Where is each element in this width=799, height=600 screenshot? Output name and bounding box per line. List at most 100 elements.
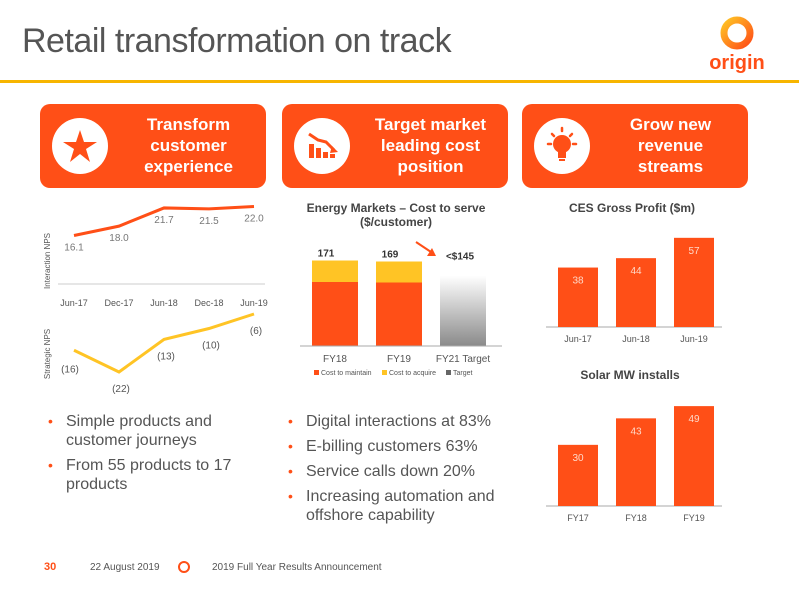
- bullet-item: • Simple products and customer journeys: [48, 413, 212, 449]
- nps-x-tick: Dec-17: [104, 298, 133, 308]
- nps-x-tick: Jun-18: [150, 298, 178, 308]
- solar-x-tick: FY19: [683, 513, 705, 523]
- solar-x-tick: FY17: [567, 513, 589, 523]
- interaction-nps-line: [73, 204, 255, 237]
- cost-chart-title-line-1: Energy Markets – Cost to serve: [306, 201, 486, 215]
- ces-bar: [616, 258, 656, 327]
- tile-2-line-2: leading cost: [380, 136, 481, 155]
- interaction-nps-label: 22.0: [244, 213, 264, 224]
- bullet-item: • E-billing customers 63%: [288, 438, 478, 455]
- page-title: Retail transformation on track: [22, 22, 452, 60]
- cost-legend-label: Cost to maintain: [321, 370, 372, 377]
- cost-arrow-line: [415, 241, 432, 253]
- ces-value-label: 38: [572, 276, 584, 287]
- bullet-item: • From 55 products to 17 products: [48, 457, 232, 493]
- cost-legend-label: Cost to acquire: [389, 370, 436, 377]
- origin-logo: origin: [692, 14, 782, 76]
- tile-target-market-leading-cost: Target market leading cost position: [282, 104, 508, 188]
- tile-2-line-1: Target market: [374, 115, 487, 134]
- tile-3-line-1: Grow new: [629, 115, 712, 134]
- strategic-nps-label: (16): [61, 364, 79, 375]
- ces-gross-profit-chart: 38 Jun-17 44 Jun-18 57 Jun-19: [546, 237, 722, 344]
- strategic-nps-axis-label: Strategic NPS: [43, 329, 52, 379]
- strategic-nps-label: (13): [157, 351, 175, 362]
- cost-to-serve-chart: 171 FY18 169 FY19 <$145 FY21 Target Cost to m…: [300, 241, 502, 377]
- bullet-text: E-billing customers 63%: [306, 438, 478, 455]
- lightbulb-icon: [534, 118, 590, 174]
- bullets-middle: • Digital interactions at 83% • E-billing …: [284, 412, 524, 531]
- nps-x-tick: Jun-17: [60, 298, 88, 308]
- strategic-nps-line: [73, 312, 255, 374]
- interaction-nps-label: 21.5: [199, 216, 219, 227]
- interaction-nps-label: 18.0: [109, 233, 129, 244]
- ces-chart-title: CES Gross Profit ($m): [568, 201, 696, 215]
- tile-1-line-1: Transform: [146, 115, 231, 134]
- tile-1-line-3: experience: [144, 157, 233, 176]
- solar-x-tick: FY18: [625, 513, 647, 523]
- cost-arrow-head: [427, 248, 436, 256]
- footer-event: 2019 Full Year Results Announcement: [212, 562, 382, 573]
- tile-3-line-2: revenue: [637, 136, 704, 155]
- solar-bar: [616, 418, 656, 506]
- star-icon: [52, 118, 108, 174]
- cost-x-tick: FY18: [323, 354, 347, 365]
- ces-value-label: 57: [688, 246, 700, 257]
- bullet-text: From 55 products to 17 products: [66, 457, 232, 493]
- bullets-left: • Simple products and customer journeys •…: [44, 412, 264, 500]
- cost-target-bar: [440, 275, 486, 346]
- strategic-nps-label: (10): [202, 341, 220, 352]
- nps-x-tick: Jun-19: [240, 298, 268, 308]
- solar-bar: [674, 406, 714, 506]
- cost-chart-title: Energy Markets – Cost to serve ($/custom…: [296, 201, 496, 229]
- solar-value-label: 30: [572, 453, 584, 464]
- cost-chart-icon: [294, 118, 350, 174]
- ces-x-tick: Jun-17: [564, 334, 592, 344]
- interaction-nps-axis-label: Interaction NPS: [43, 233, 52, 289]
- nps-x-tick: Dec-18: [194, 298, 223, 308]
- ces-x-tick: Jun-18: [622, 334, 650, 344]
- ces-bar: [558, 267, 598, 327]
- cost-legend-swatch: [446, 370, 451, 375]
- strategic-nps-label: (6): [250, 326, 262, 337]
- ces-x-tick: Jun-19: [680, 334, 708, 344]
- cost-maintain-bar: [312, 282, 358, 346]
- cost-x-tick: FY21 Target: [436, 354, 491, 365]
- solar-installs-chart: 30 FY17 43 FY18 49 FY19: [546, 406, 722, 523]
- cost-legend-label: Target: [453, 370, 473, 377]
- ces-value-label: 44: [630, 266, 642, 277]
- tile-transform-customer-experience: Transform customer experience: [40, 104, 266, 188]
- footer-date: 22 August 2019: [90, 562, 160, 573]
- tile-2-line-3: position: [397, 157, 464, 176]
- tile-3-line-3: streams: [637, 157, 704, 176]
- bullet-item: • Increasing automation and offshore capa…: [288, 488, 495, 524]
- logo-text: origin: [709, 52, 765, 74]
- cost-x-tick: FY19: [387, 354, 411, 365]
- page-number: 30: [44, 561, 57, 573]
- bullet-text: Service calls down 20%: [306, 463, 475, 480]
- tile-1-line-2: customer: [150, 136, 227, 155]
- strategic-nps-label: (22): [112, 384, 130, 395]
- solar-value-label: 49: [688, 414, 700, 425]
- cost-total-label: 169: [382, 250, 399, 261]
- origin-ring-icon: [178, 561, 190, 573]
- solar-bar: [558, 444, 598, 506]
- solar-value-label: 43: [630, 426, 642, 437]
- cost-target-label: <$145: [446, 252, 475, 263]
- cost-legend-swatch: [382, 370, 387, 375]
- ces-bar: [674, 237, 714, 327]
- bullet-text: Increasing automation and offshore capab…: [306, 488, 495, 524]
- bullet-text: Digital interactions at 83%: [306, 413, 491, 430]
- bullet-text: Simple products and customer journeys: [66, 413, 212, 449]
- header-rule: [0, 80, 799, 83]
- cost-legend-swatch: [314, 370, 319, 375]
- interaction-nps-label: 21.7: [154, 215, 174, 226]
- interaction-nps-label: 16.1: [64, 243, 84, 254]
- cost-acquire-bar: [312, 260, 358, 282]
- cost-acquire-bar: [376, 261, 422, 283]
- bullet-item: • Service calls down 20%: [288, 463, 475, 480]
- tile-grow-new-revenue-streams: Grow new revenue streams: [522, 104, 748, 188]
- solar-chart-title: Solar MW installs: [580, 368, 680, 382]
- nps-charts: Interaction NPS Strategic NPS Jun-17 Dec-…: [43, 204, 268, 395]
- bullet-item: • Digital interactions at 83%: [288, 413, 491, 430]
- cost-maintain-bar: [376, 282, 422, 346]
